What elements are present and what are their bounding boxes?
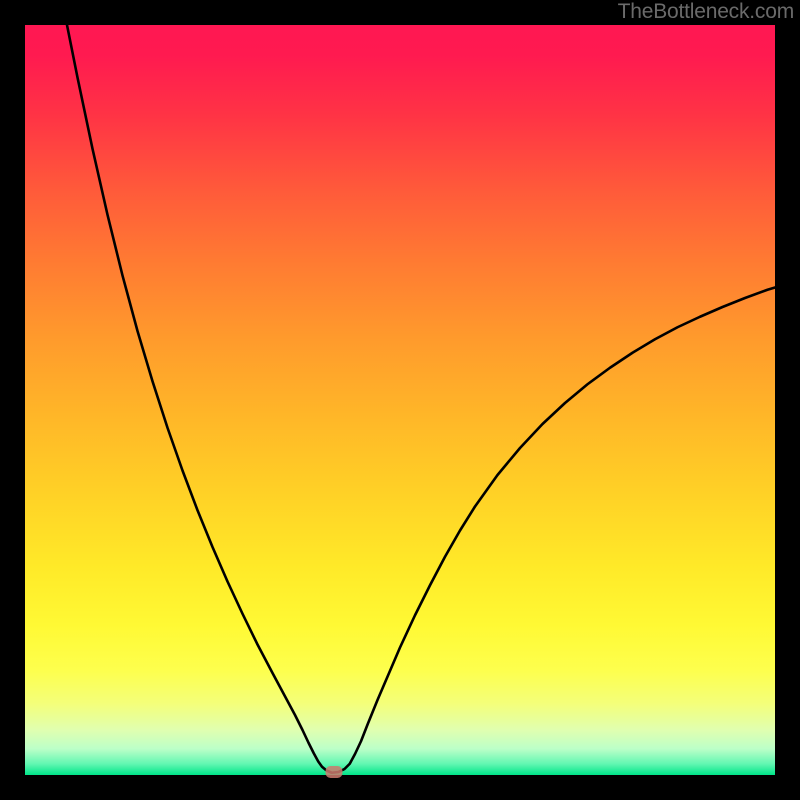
frame xyxy=(0,775,800,800)
frame xyxy=(0,0,25,800)
plot-area xyxy=(25,25,775,775)
optimal-marker xyxy=(326,766,343,778)
bottleneck-chart xyxy=(0,0,800,800)
frame xyxy=(775,0,800,800)
watermark-text: TheBottleneck.com xyxy=(618,0,794,24)
